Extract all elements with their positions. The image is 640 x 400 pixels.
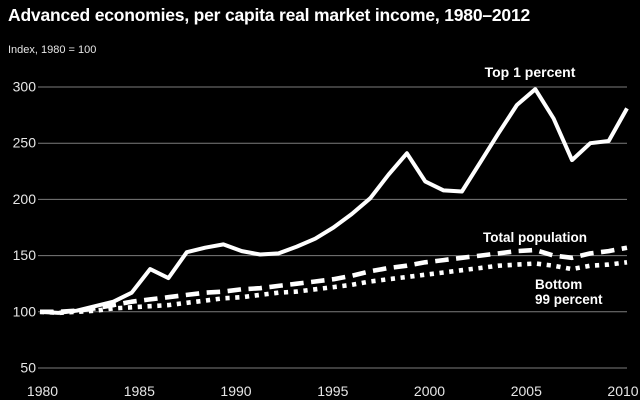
y-axis-tick-label: 100 [13, 303, 37, 319]
x-axis-tick-label: 1990 [220, 383, 251, 399]
series-label-bottom-99-percent: Bottom 99 percent [535, 277, 625, 307]
x-axis-tick-label: 2000 [414, 383, 445, 399]
x-axis-tick-label: 2005 [511, 383, 542, 399]
x-axis-tick-label: 1980 [27, 383, 58, 399]
y-axis-tick-label: 250 [13, 135, 37, 151]
series-line-total-population [40, 245, 628, 315]
series-label-bottom-99-line2: 99 percent [535, 292, 603, 307]
chart-subtitle: Index, 1980 = 100 [8, 44, 97, 56]
series-line-bottom-99-percent [39, 260, 628, 316]
y-axis-tick-label: 150 [13, 247, 37, 263]
x-axis-tick-label: 2010 [607, 383, 638, 399]
series-line-top-1-percent [39, 87, 629, 315]
y-axis-tick-label: 200 [13, 191, 37, 207]
series-label-total-population: Total population [483, 230, 587, 245]
series-label-bottom-99-line1: Bottom [535, 277, 583, 292]
y-axis-tick-label: 300 [13, 79, 37, 95]
y-axis-tick-label: 50 [20, 360, 36, 376]
series-label-top-1-percent: Top 1 percent [484, 64, 576, 80]
x-axis-tick-label: 1985 [124, 383, 155, 399]
x-axis-tick-label: 1995 [317, 383, 348, 399]
chart-title: Advanced economies, per capita real mark… [8, 5, 531, 25]
